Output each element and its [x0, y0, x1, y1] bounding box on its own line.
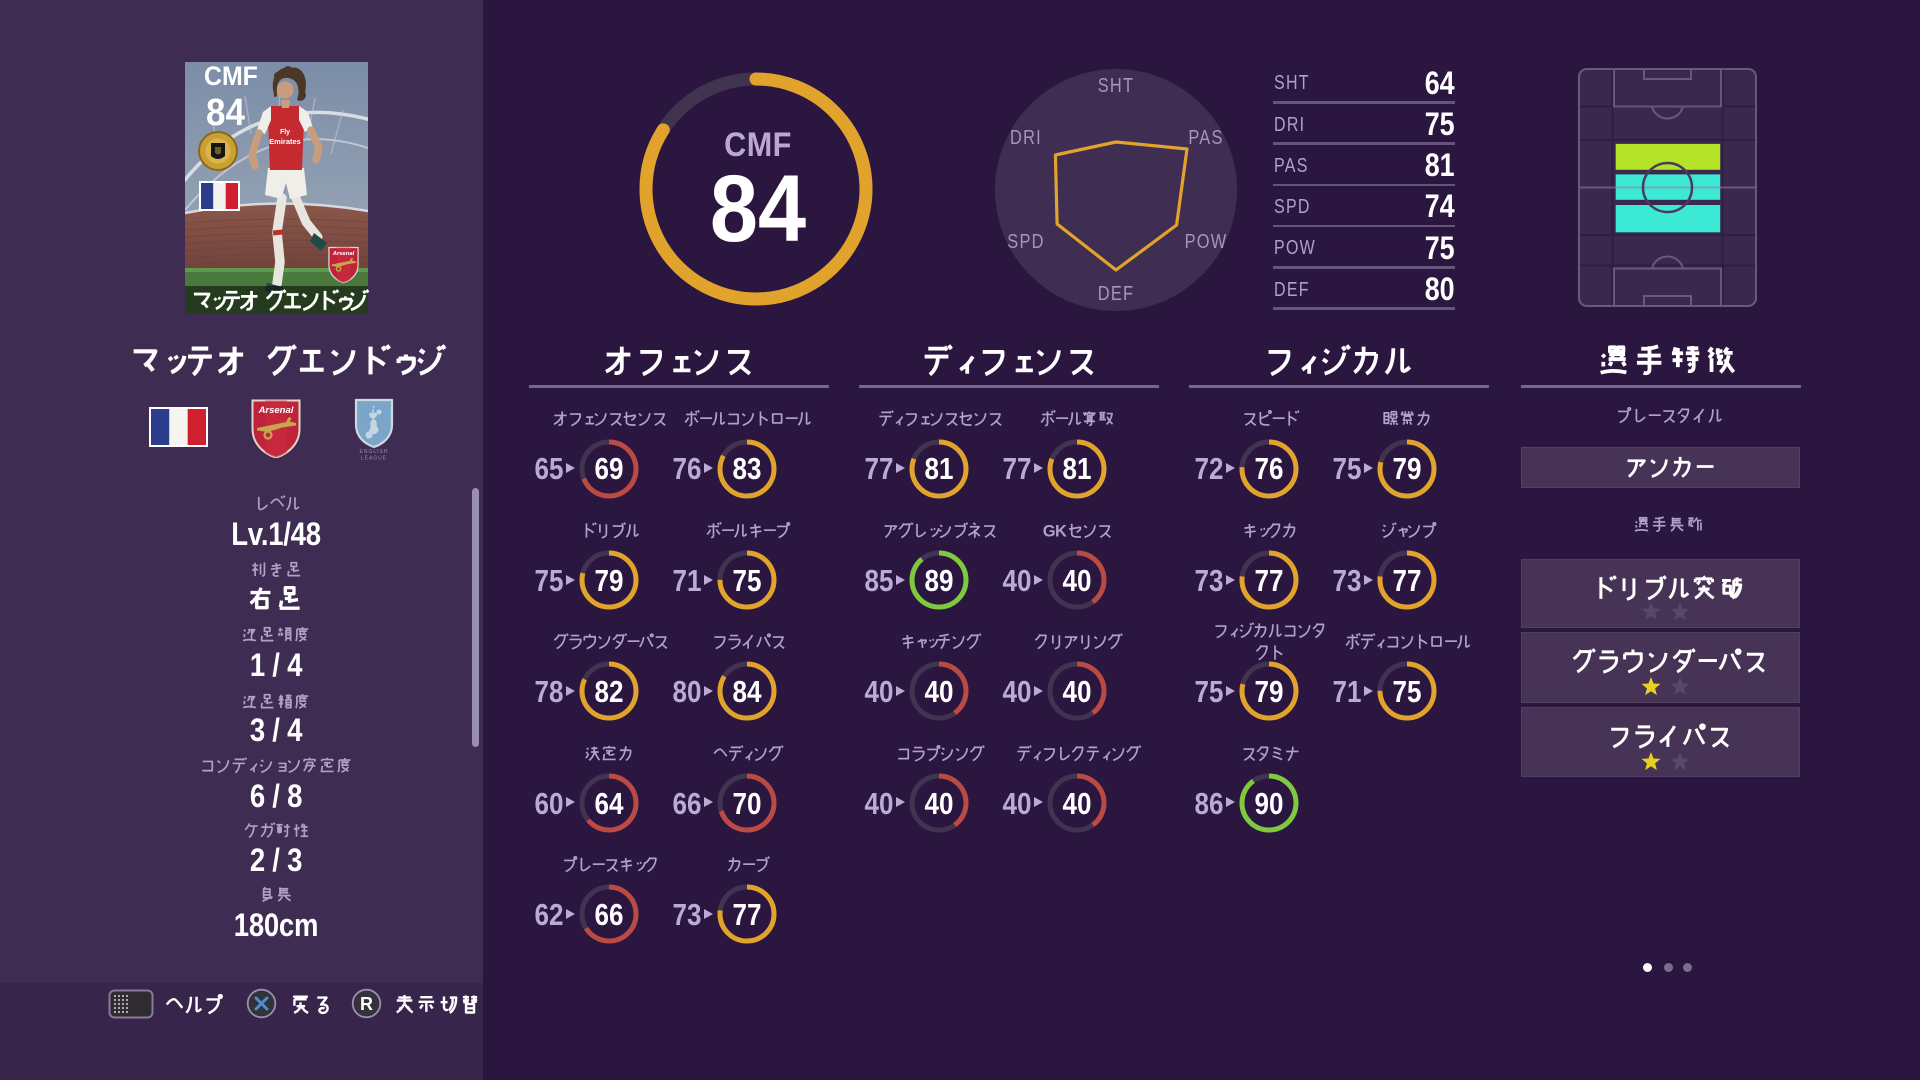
svg-text:Arsenal: Arsenal: [332, 251, 355, 257]
svg-text:Emirates: Emirates: [269, 137, 301, 146]
svg-text:Arsenal: Arsenal: [258, 405, 294, 416]
svg-text:ENGLISH: ENGLISH: [360, 449, 389, 455]
svg-text:R: R: [360, 994, 373, 1014]
svg-text:K: K: [1055, 522, 1067, 540]
svg-text:G: G: [1043, 522, 1056, 540]
svg-text:Fly: Fly: [280, 129, 290, 136]
svg-text:LEAGUE: LEAGUE: [361, 456, 387, 461]
